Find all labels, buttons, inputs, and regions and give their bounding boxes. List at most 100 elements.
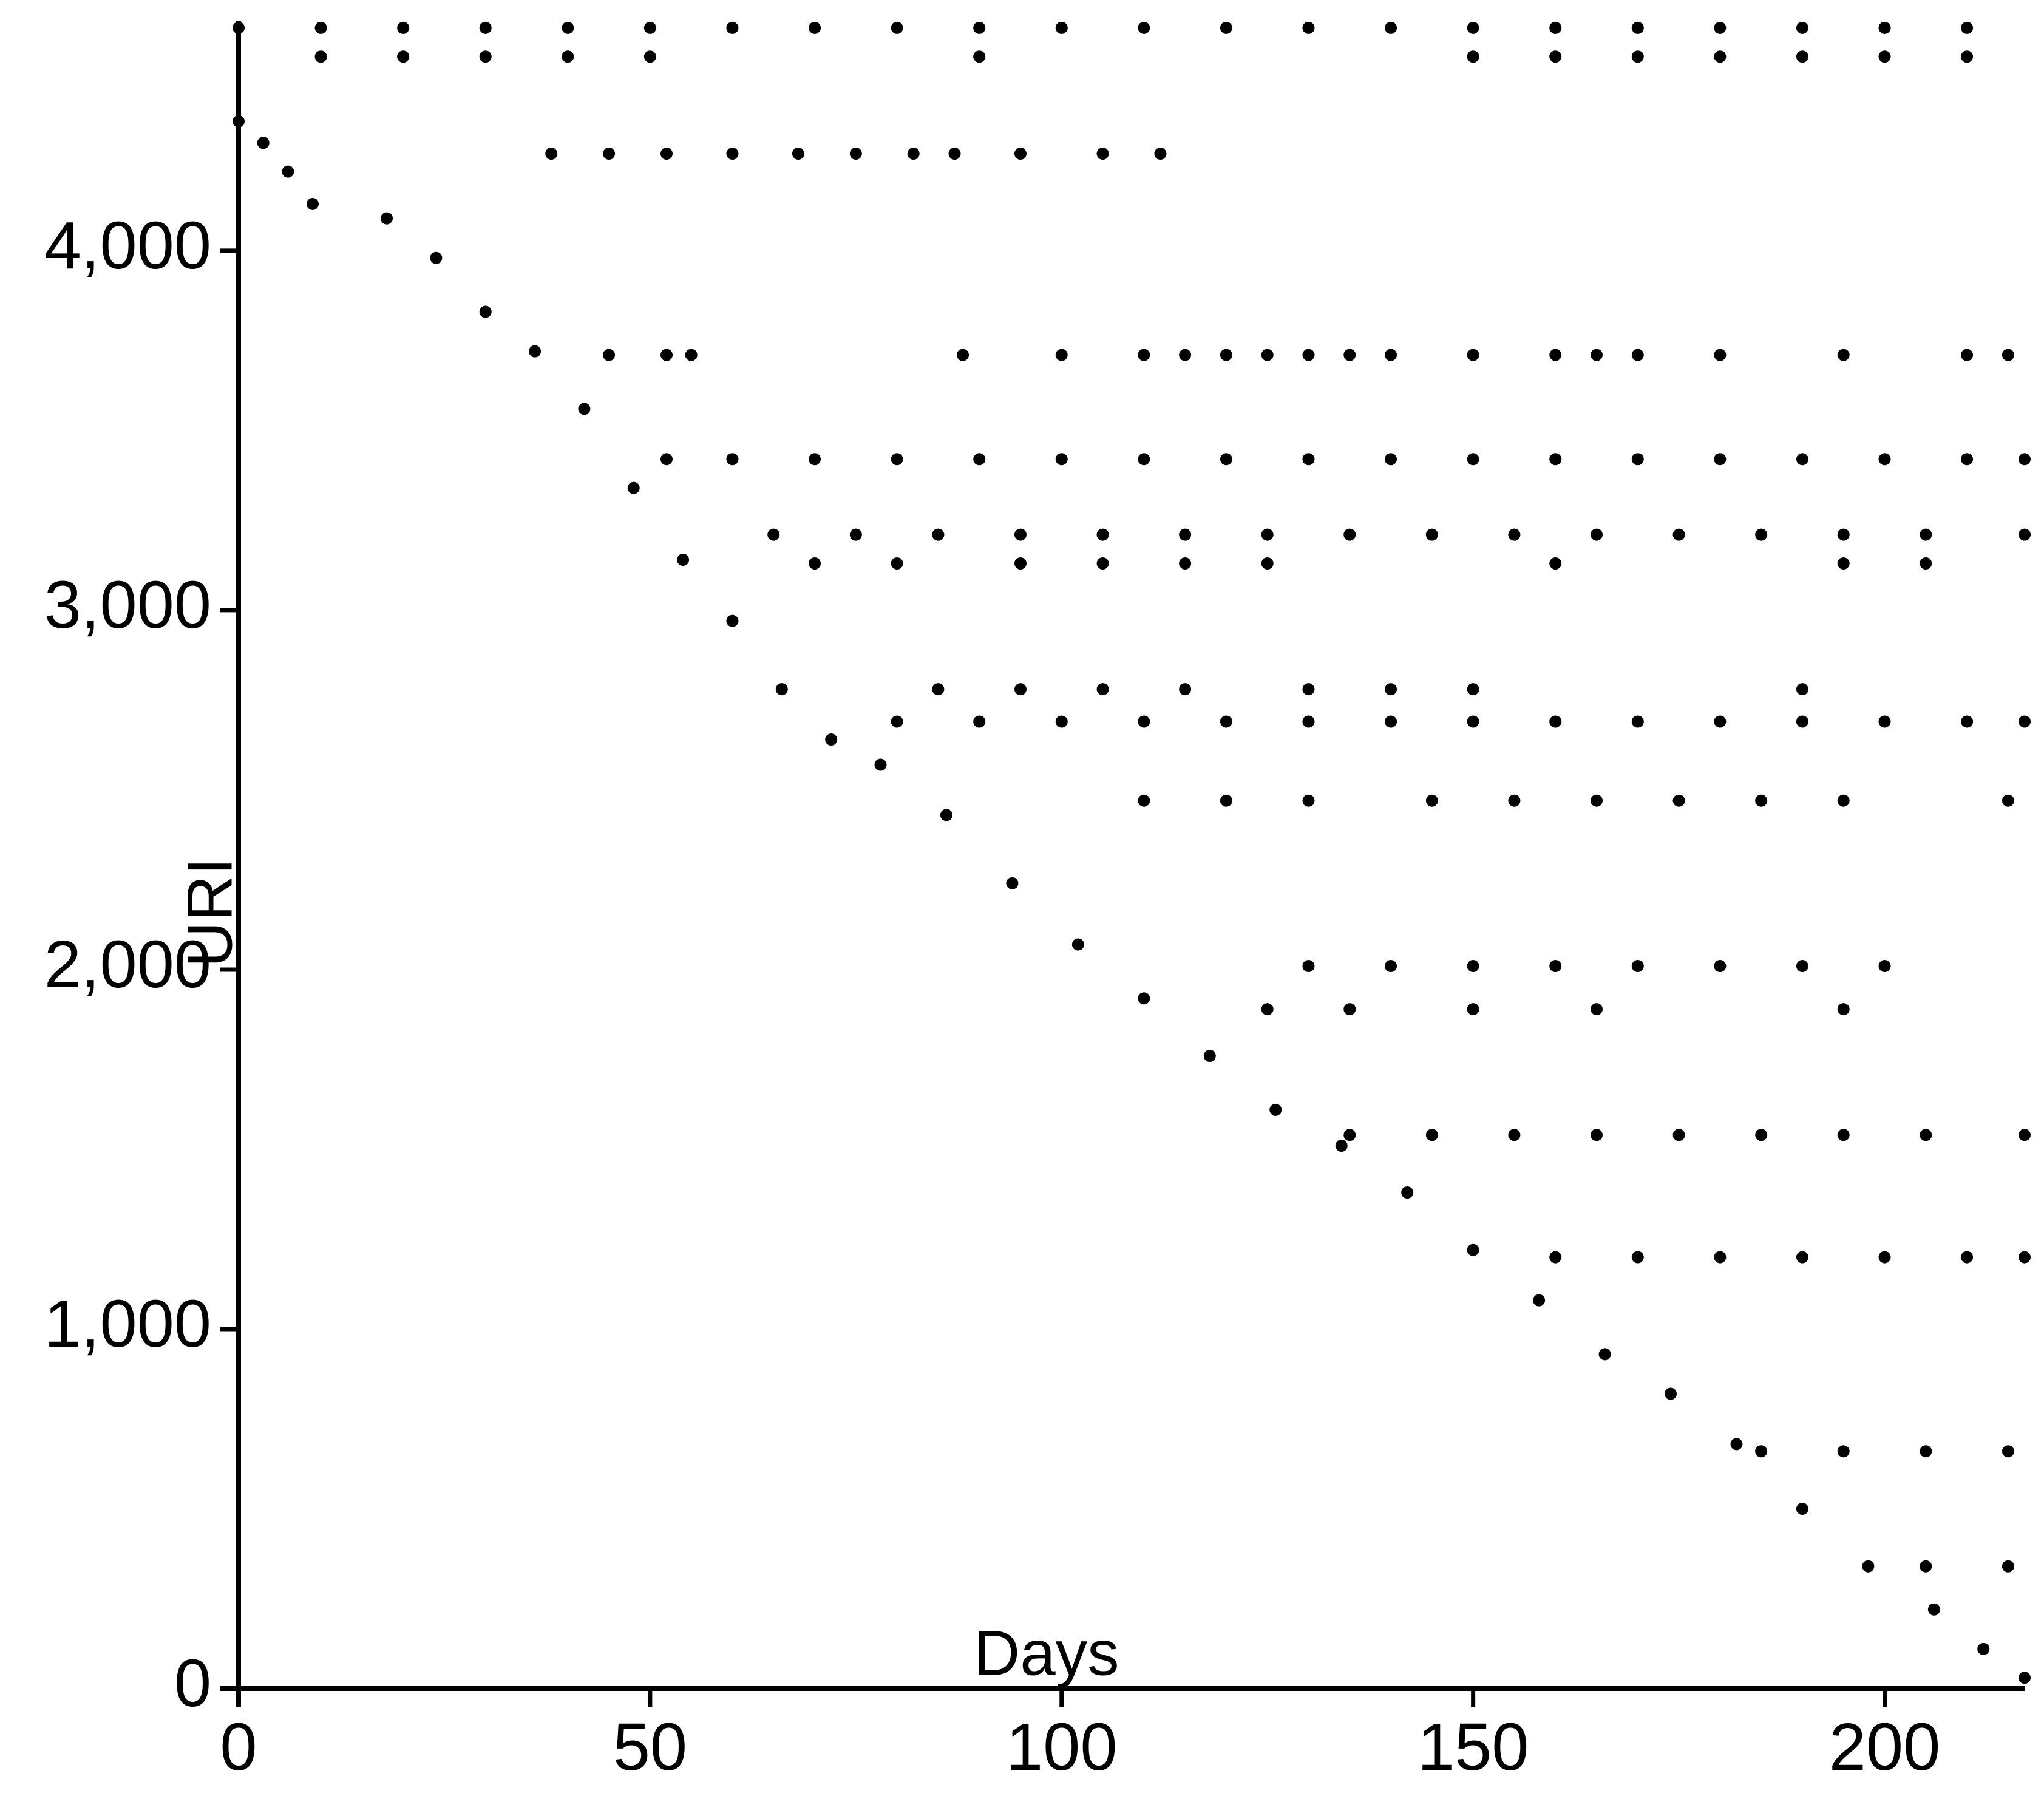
point xyxy=(1179,557,1192,570)
point xyxy=(1714,715,1727,728)
point xyxy=(1920,1560,1932,1573)
point xyxy=(643,50,656,63)
point xyxy=(1755,794,1768,807)
point xyxy=(1977,1642,1990,1655)
point xyxy=(1261,557,1274,570)
x-axis-label: Days xyxy=(974,1618,1119,1689)
point xyxy=(397,21,410,34)
point xyxy=(660,349,673,361)
point xyxy=(545,148,558,160)
point xyxy=(1631,715,1644,728)
point xyxy=(1878,960,1891,973)
point xyxy=(1878,50,1891,63)
point xyxy=(891,453,903,466)
point xyxy=(1591,794,1603,807)
point xyxy=(2002,1560,2014,1573)
point xyxy=(1714,453,1727,466)
point xyxy=(1385,349,1397,361)
point xyxy=(1631,21,1644,34)
x-tick-label: 150 xyxy=(1418,1710,1529,1784)
point xyxy=(1179,683,1192,696)
point xyxy=(1467,349,1479,361)
point xyxy=(2002,349,2014,361)
point xyxy=(1302,683,1315,696)
point xyxy=(1055,349,1068,361)
point xyxy=(1796,960,1808,973)
point xyxy=(1096,148,1109,160)
point xyxy=(1096,528,1109,541)
point xyxy=(1096,683,1109,696)
point xyxy=(1138,349,1150,361)
point xyxy=(1467,50,1479,63)
point xyxy=(1837,528,1850,541)
point xyxy=(1714,349,1727,361)
point xyxy=(1220,715,1232,728)
point xyxy=(809,557,821,570)
point xyxy=(1920,528,1932,541)
point xyxy=(825,733,838,746)
point xyxy=(1220,794,1232,807)
point xyxy=(603,148,616,160)
point xyxy=(1837,349,1850,361)
point xyxy=(2019,1672,2031,1684)
point xyxy=(1878,1251,1891,1264)
point xyxy=(891,557,903,570)
point xyxy=(529,345,542,358)
point xyxy=(1549,21,1562,34)
point xyxy=(1203,1050,1216,1063)
point xyxy=(891,715,903,728)
point xyxy=(1631,50,1644,63)
point xyxy=(1927,1603,1940,1616)
point xyxy=(767,528,780,541)
point xyxy=(1730,1438,1743,1451)
point xyxy=(603,349,616,361)
point xyxy=(1961,715,1974,728)
y-tick-label: 4,000 xyxy=(44,208,211,283)
point xyxy=(1549,349,1562,361)
point xyxy=(1302,21,1315,34)
point xyxy=(660,148,673,160)
point xyxy=(430,251,443,264)
point xyxy=(479,21,492,34)
point xyxy=(932,528,945,541)
point xyxy=(1006,877,1019,889)
point xyxy=(1714,1251,1727,1264)
point xyxy=(1343,528,1356,541)
point xyxy=(1796,1502,1808,1515)
point xyxy=(1533,1294,1546,1307)
point xyxy=(314,21,327,34)
point xyxy=(1961,453,1974,466)
point xyxy=(1631,1251,1644,1264)
point xyxy=(1591,528,1603,541)
point xyxy=(660,453,673,466)
point xyxy=(1261,1003,1274,1016)
point xyxy=(1672,528,1685,541)
point xyxy=(973,50,986,63)
point xyxy=(1467,453,1479,466)
point xyxy=(1672,1129,1685,1141)
point xyxy=(1425,794,1438,807)
y-tick-label: 0 xyxy=(174,1646,211,1721)
point xyxy=(1467,683,1479,696)
point xyxy=(1138,715,1150,728)
point xyxy=(1796,715,1808,728)
point xyxy=(726,148,739,160)
point xyxy=(1385,21,1397,34)
point xyxy=(1343,1003,1356,1016)
point xyxy=(1508,794,1521,807)
point xyxy=(2002,1445,2014,1458)
point xyxy=(1714,21,1727,34)
point xyxy=(1220,21,1232,34)
point xyxy=(397,50,410,63)
point xyxy=(1549,715,1562,728)
x-tick-label: 100 xyxy=(1006,1710,1118,1784)
x-tick-label: 200 xyxy=(1829,1710,1941,1784)
point xyxy=(1385,453,1397,466)
point xyxy=(1343,349,1356,361)
point xyxy=(1961,50,1974,63)
point xyxy=(1467,21,1479,34)
point xyxy=(1920,1445,1932,1458)
y-tick-label: 3,000 xyxy=(44,568,211,642)
y-axis-label: URI xyxy=(175,858,246,968)
